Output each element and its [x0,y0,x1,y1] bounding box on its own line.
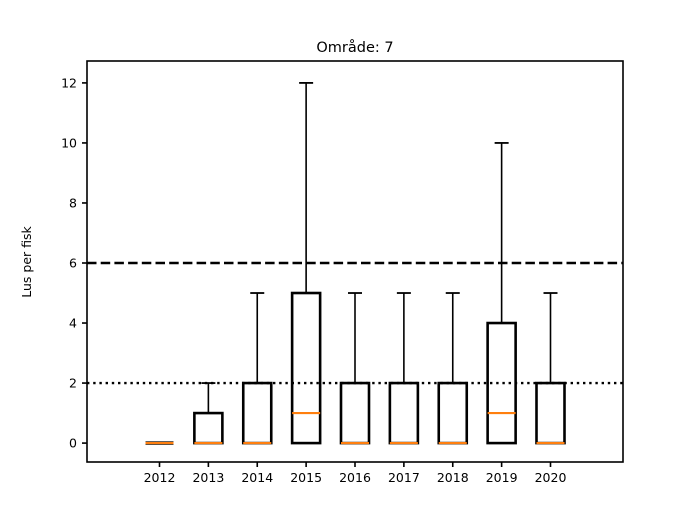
x-tick-label: 2015 [290,470,322,485]
x-tick-label: 2013 [192,470,224,485]
box-2013 [193,411,224,445]
x-tick-label: 2017 [388,470,420,485]
y-tick-label: 10 [61,135,77,150]
x-tick-label: 2014 [241,470,273,485]
y-tick-label: 0 [69,436,77,451]
y-tick-label: 12 [61,75,77,90]
y-tick-label: 6 [69,256,77,271]
box-2016 [339,381,371,445]
y-tick-label: 4 [69,316,77,331]
x-tick-label: 2020 [535,470,567,485]
y-tick-label: 2 [69,376,77,391]
box-2015 [290,291,322,445]
box-2020 [535,381,566,445]
plot-frame [86,60,624,463]
box-2014 [241,381,273,445]
x-tick-label: 2019 [486,470,518,485]
y-tick-label: 8 [69,195,77,210]
chart-title: Område: 7 [316,39,393,56]
y-axis-label: Lus per fisk [19,225,34,297]
box-2018 [437,381,469,445]
x-tick-label: 2012 [144,470,176,485]
x-tick-label: 2018 [437,470,469,485]
plot-area: 0 2 4 6 8 10 12 2012 2013 2014 2015 2016 2017 2018 201… [61,60,624,485]
box-2017 [388,381,420,445]
x-tick-label: 2016 [339,470,371,485]
